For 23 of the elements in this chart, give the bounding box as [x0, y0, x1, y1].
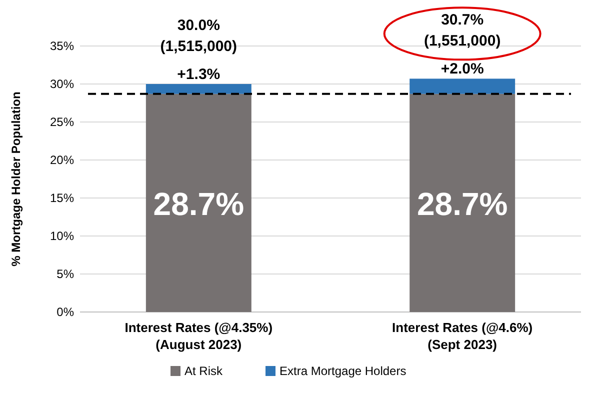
- y-axis-title: % Mortgage Holder Population: [9, 92, 23, 266]
- legend-label: Extra Mortgage Holders: [280, 364, 406, 378]
- bar: [410, 94, 516, 312]
- bar: [410, 78, 516, 94]
- total-label: 30.7% (1,551,000): [424, 12, 501, 50]
- y-tick-label: 0%: [56, 305, 74, 319]
- y-tick-label: 15%: [50, 191, 74, 205]
- y-tick-label: 35%: [50, 39, 74, 53]
- y-tick-label: 5%: [56, 267, 74, 281]
- y-tick-label: 25%: [50, 115, 74, 129]
- data-label: 28.7%: [153, 186, 244, 222]
- data-label: +1.3%: [177, 66, 220, 83]
- x-tick-label: Interest Rates (@4.35%) (August 2023): [124, 320, 273, 352]
- y-tick-label: 30%: [50, 77, 74, 91]
- total-label: 30.0% (1,515,000): [160, 17, 238, 55]
- bar: [146, 84, 252, 94]
- y-tick-label: 10%: [50, 229, 74, 243]
- y-tick-label: 20%: [50, 153, 74, 167]
- legend-label: At Risk: [184, 364, 224, 378]
- data-label: +2.0%: [440, 60, 484, 78]
- bar: [146, 94, 252, 312]
- data-label: 28.7%: [416, 186, 508, 222]
- x-tick-label: Interest Rates (@4.6%) (Sept 2023): [392, 320, 533, 352]
